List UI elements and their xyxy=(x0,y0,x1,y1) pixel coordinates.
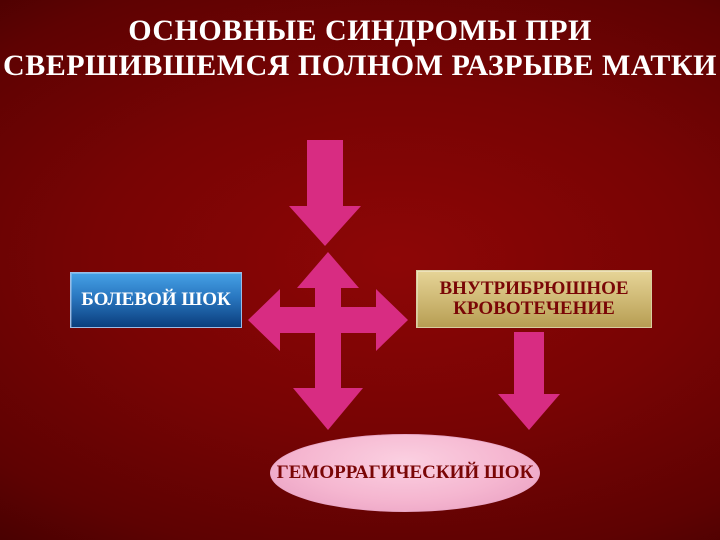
node-hemorrhagic-shock: ГЕМОРРАГИЧЕСКИЙ ШОК xyxy=(270,434,540,512)
slide: ОСНОВНЫЕ СИНДРОМЫ ПРИ СВЕРШИВШЕМСЯ ПОЛНО… xyxy=(0,0,720,540)
node-pain-shock: БОЛЕВОЙ ШОК xyxy=(70,272,242,328)
node-label: БОЛЕВОЙ ШОК xyxy=(81,290,231,310)
node-label: ВНУТРИБРЮШНОЕ КРОВОТЕЧЕНИЕ xyxy=(417,279,651,319)
page-title: ОСНОВНЫЕ СИНДРОМЫ ПРИ СВЕРШИВШЕМСЯ ПОЛНО… xyxy=(0,14,720,83)
arrow-four-way-icon xyxy=(248,252,408,432)
arrow-down-right-icon xyxy=(498,332,560,432)
node-label: ГЕМОРРАГИЧЕСКИЙ ШОК xyxy=(277,463,534,483)
node-bleeding: ВНУТРИБРЮШНОЕ КРОВОТЕЧЕНИЕ xyxy=(416,270,652,328)
arrow-down-icon xyxy=(289,140,361,248)
